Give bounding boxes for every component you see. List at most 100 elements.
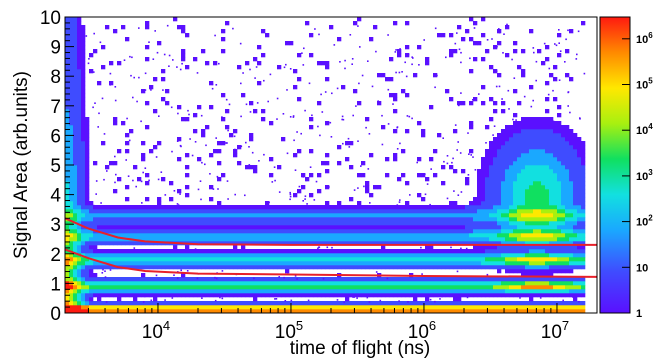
heatmap-cell [445,289,450,294]
heatmap-cell [73,265,78,270]
heatmap-cell [565,265,570,270]
sparse-point [495,85,498,88]
heatmap-cell [581,257,586,262]
heatmap-cell [141,277,146,282]
heatmap-cell [117,293,122,298]
heatmap-cell [469,241,474,246]
sparse-point [294,169,297,171]
heatmap-cell [309,301,314,306]
heatmap-cell [285,229,290,234]
sparse-point [235,295,237,297]
heatmap-cell [517,157,522,162]
sparse-point [347,137,350,140]
heatmap-cell [489,293,494,298]
heatmap-cell [65,297,70,302]
heatmap-cell [533,197,538,202]
heatmap-cell [517,181,522,186]
heatmap-cell [581,193,586,198]
heatmap-cell [289,293,294,298]
heatmap-cell [173,221,178,226]
heatmap-cell [425,213,430,218]
heatmap-cell [193,289,198,294]
heatmap-cell [577,145,582,150]
heatmap-cell [69,113,74,118]
heatmap-cell [517,185,522,190]
y-tick-label: 9 [50,38,61,59]
cut-curve-1 [65,217,597,246]
heatmap-cell [337,205,342,210]
heatmap-cell [489,205,494,210]
heatmap-cell [349,217,354,222]
heatmap-cell [345,297,350,302]
heatmap-cell [549,117,554,122]
heatmap-cell [93,221,98,226]
heatmap-cell [437,209,442,214]
heatmap-cell [493,289,498,294]
heatmap-cell [141,237,146,242]
heatmap-cell [177,105,182,110]
heatmap-cell [417,209,422,214]
heatmap-cell [65,201,70,206]
heatmap-cell [65,257,70,262]
heatmap-cell [93,277,98,282]
heatmap-cell [545,185,550,190]
sparse-point [466,296,469,299]
heatmap-cell [513,229,518,234]
heatmap-cell [157,225,162,230]
heatmap-cell [529,225,534,230]
heatmap-cell [489,181,494,186]
heatmap-cell [361,205,366,210]
heatmap-cell [537,261,542,266]
heatmap-cell [533,265,538,270]
heatmap-cell [545,193,550,198]
heatmap-cell [273,265,278,270]
heatmap-cell [133,261,138,266]
heatmap-cell [97,257,102,262]
heatmap-cell [217,233,222,238]
heatmap-cell [77,61,82,66]
heatmap-cell [321,233,326,238]
heatmap-cell [293,257,298,262]
heatmap-cell [169,293,174,298]
sparse-point [245,141,247,144]
heatmap-cell [317,233,322,238]
heatmap-cell [73,149,78,154]
heatmap-cell [301,293,306,298]
heatmap-cell [497,289,502,294]
heatmap-cell [309,149,314,154]
heatmap-cell [549,221,554,226]
heatmap-cell [73,129,78,134]
heatmap-cell [233,217,238,222]
heatmap-cell [473,213,478,218]
heatmap-cell [489,165,494,170]
heatmap-cell [581,289,586,294]
heatmap-cell [229,217,234,222]
heatmap-cell [509,281,514,286]
heatmap-cell [81,193,86,198]
heatmap-cell [489,209,494,214]
heatmap-cell [181,29,186,34]
heatmap-cell [441,277,446,282]
heatmap-cell [405,225,410,230]
heatmap-cell [553,141,558,146]
heatmap-cell [105,309,110,313]
heatmap-cell [169,249,174,254]
heatmap-cell [525,285,530,290]
heatmap-cell [553,225,558,230]
heatmap-cell [545,269,550,274]
heatmap-cell [269,121,274,126]
heatmap-cell [553,125,558,130]
heatmap-cell [81,241,86,246]
heatmap-cell [577,173,582,178]
heatmap-cell [529,297,534,302]
heatmap-cell [197,157,202,162]
heatmap-cell [301,289,306,294]
heatmap-cell [477,225,482,230]
heatmap-cell [509,265,514,270]
heatmap-cell [573,257,578,262]
heatmap-cell [441,181,446,186]
heatmap-cell [185,225,190,230]
heatmap-cell [349,197,354,202]
heatmap-cell [349,277,354,282]
heatmap-cell [273,257,278,262]
